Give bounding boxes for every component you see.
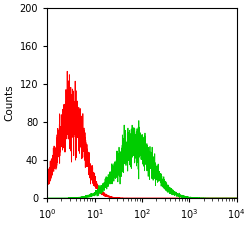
Y-axis label: Counts: Counts <box>4 85 14 122</box>
